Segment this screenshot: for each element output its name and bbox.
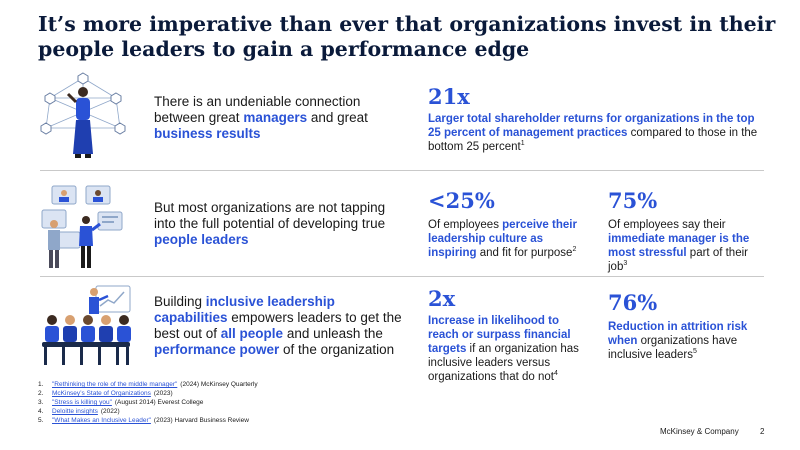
row-1-statement: There is an undeniable connection betwee… <box>154 94 404 142</box>
footnote-marker: 2 <box>572 246 577 254</box>
footnote-number: 3. <box>38 399 44 406</box>
leader-network-illustration <box>40 72 126 158</box>
highlight-text: inclusive leadership capabilities <box>154 294 335 325</box>
footnote-source: (2022) <box>100 408 120 415</box>
footnote-source: (2023) Harvard Business Review <box>153 417 249 424</box>
footnote-number: 2. <box>38 390 44 397</box>
row-3-statement: Building inclusive leadership capabiliti… <box>154 294 404 358</box>
page-title: It’s more imperative than ever that orga… <box>38 12 776 61</box>
body-text: and great <box>307 110 368 125</box>
footer-brand: McKinsey & Company <box>660 427 739 436</box>
row-divider <box>40 276 764 277</box>
footnote-marker: 5 <box>693 348 697 356</box>
audience-presentation-illustration <box>42 285 131 365</box>
footnote-marker: 3 <box>623 260 628 268</box>
footnote-link[interactable]: Deloitte insights <box>52 408 98 415</box>
body-text: and unleash the <box>283 326 383 341</box>
footnote-item: 4. Deloitte insights (2022) <box>38 407 438 416</box>
footnote-link[interactable]: "Stress is killing you" <box>52 399 112 406</box>
stat-2x-value: 2x <box>428 286 456 311</box>
footnote-item: 2. McKinsey’s State of Organizations (2023… <box>38 389 438 398</box>
footnote-source: (August 2014) Everest College <box>114 399 204 406</box>
highlight-text: Larger total shareholder returns for org… <box>428 113 755 139</box>
stat-76-description: Reduction in attrition risk when organiz… <box>608 320 768 362</box>
highlight-text: business results <box>154 126 261 141</box>
stat-75-description: Of employees say their immediate manager… <box>608 218 768 274</box>
highlight-text: Increase in likelihood to reach or surpa… <box>428 315 571 355</box>
stat-under-25-description: Of employees perceive their leadership c… <box>428 218 588 260</box>
body-text: Building <box>154 294 206 309</box>
highlight-text: performance power <box>154 342 280 357</box>
footnote-link[interactable]: "What Makes an Inclusive Leader" <box>52 417 151 424</box>
body-text: part of their job <box>608 247 748 273</box>
footnote-number: 5. <box>38 417 44 424</box>
body-text: empowers leaders to get the best out of <box>154 310 402 341</box>
stat-21x-value: 21x <box>428 84 470 109</box>
footnote-link[interactable]: "Rethinking the role of the middle manag… <box>52 381 178 388</box>
body-text: if an organization has inclusive leaders… <box>428 343 579 383</box>
body-text: and fit for purpose <box>476 247 573 259</box>
footnote-item: 5. "What Makes an Inclusive Leader" (2023)… <box>38 416 438 425</box>
page-number: 2 <box>760 427 765 436</box>
highlight-text: people leaders <box>154 232 249 247</box>
stat-2x-description: Increase in likelihood to reach or surpa… <box>428 314 588 384</box>
body-text: There is an undeniable connection betwee… <box>154 94 361 125</box>
footnote-link[interactable]: McKinsey’s State of Organizations <box>52 390 151 397</box>
body-text: Of employees <box>428 219 503 231</box>
footnote-marker: 1 <box>520 140 525 148</box>
body-text: Of employees say their <box>608 219 726 231</box>
footnote-marker: 4 <box>553 370 558 378</box>
stat-21x-description: Larger total shareholder returns for org… <box>428 112 768 154</box>
highlight-text: perceive their leadership culture as ins… <box>428 219 577 259</box>
stat-under-25-value: <25% <box>428 188 495 213</box>
team-screens-illustration <box>41 185 123 268</box>
footnotes: 1. "Rethinking the role of the middle man… <box>38 380 438 425</box>
body-text: But most organizations are not tapping i… <box>154 200 386 231</box>
footnote-item: 1. "Rethinking the role of the middle man… <box>38 380 438 389</box>
footnote-number: 4. <box>38 408 44 415</box>
highlight-text: managers <box>243 110 308 125</box>
body-text: of the organization <box>279 342 395 357</box>
row-divider <box>40 170 764 171</box>
stat-76-value: 76% <box>608 290 658 315</box>
highlight-text: Reduction in attrition risk when <box>608 321 748 347</box>
body-text: compared to those in the bottom 25 perce… <box>428 127 758 153</box>
footnote-item: 3. "Stress is killing you" (August 2014) E… <box>38 398 438 407</box>
highlight-text: all people <box>220 326 284 341</box>
highlight-text: immediate manager is the most stressful <box>608 233 750 259</box>
footnote-source: (2023) <box>153 390 173 397</box>
footnote-number: 1. <box>38 381 44 388</box>
footnote-source: (2024) McKinsey Quarterly <box>180 381 258 388</box>
body-text: organizations have inclusive leaders <box>608 335 738 361</box>
row-2-statement: But most organizations are not tapping i… <box>154 200 404 248</box>
stat-75-value: 75% <box>608 188 658 213</box>
